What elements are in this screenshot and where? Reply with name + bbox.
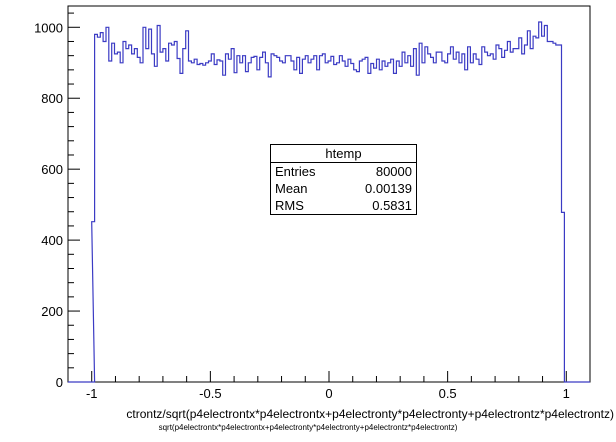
x-tick-label: 1	[563, 386, 570, 401]
x-tick-label: -0.5	[199, 386, 221, 401]
y-axis-ticks: 0 200 400 600 800 1000	[34, 12, 80, 390]
stats-label: RMS	[275, 198, 304, 213]
stats-row-rms: RMS 0.5831	[271, 197, 416, 214]
stats-label: Mean	[275, 181, 308, 196]
stats-box: htemp Entries 80000 Mean 0.00139 RMS 0.5…	[270, 144, 417, 215]
stats-row-entries: Entries 80000	[271, 163, 416, 180]
stats-value: 80000	[375, 164, 412, 179]
stats-value: 0.5831	[372, 198, 412, 213]
x-axis-ticks: -1 -0.5 0 0.5 1	[67, 371, 591, 401]
stats-row-mean: Mean 0.00139	[271, 180, 416, 197]
x-tick-label: 0	[325, 386, 332, 401]
stats-label: Entries	[275, 164, 316, 179]
x-tick-label: 0.5	[439, 386, 457, 401]
y-tick-label: 1000	[34, 20, 63, 35]
y-tick-label: 800	[41, 91, 63, 106]
histogram-line	[68, 21, 590, 383]
x-tick-label: -1	[86, 386, 98, 401]
y-tick-label: 0	[56, 375, 63, 390]
stats-box-title: htemp	[271, 145, 416, 163]
stats-value: 0.00139	[365, 181, 412, 196]
y-tick-label: 200	[41, 304, 63, 319]
x-axis-title: ctrontz/sqrt(p4electrontx*p4electrontx+p…	[126, 407, 614, 421]
y-tick-label: 400	[41, 233, 63, 248]
y-tick-label: 600	[41, 162, 63, 177]
caption: sqrt(p4electrontx*p4electrontx+p4electro…	[158, 423, 458, 432]
